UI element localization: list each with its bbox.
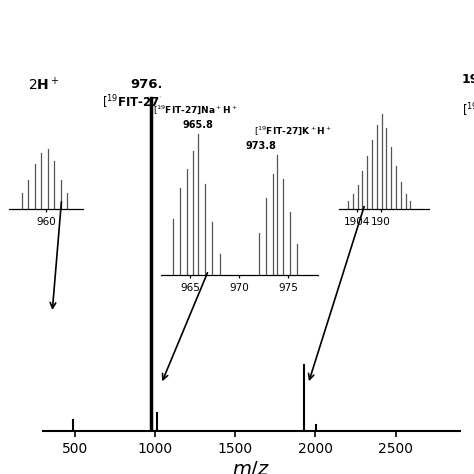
Text: $[^{19}$FIT-27]K$^+$H$^+$: $[^{19}$FIT-27]K$^+$H$^+$ (254, 125, 332, 137)
Text: 965.8: 965.8 (183, 120, 214, 130)
Text: 19: 19 (462, 73, 474, 86)
X-axis label: $m/z$: $m/z$ (232, 458, 270, 474)
Text: 973.8: 973.8 (246, 141, 276, 151)
Text: 976.8: 976.8 (130, 78, 172, 91)
Text: $[^{19}$FIT: $[^{19}$FIT (462, 102, 474, 119)
Text: $[^{19}$FIT-27]Na$^+$H$^+$: $[^{19}$FIT-27]Na$^+$H$^+$ (153, 103, 238, 116)
Text: 1930.6: 1930.6 (216, 228, 267, 241)
Text: $2$H$^+$: $2$H$^+$ (28, 76, 60, 94)
Text: $[^{19}$FIT-27]2Na$^+$: $[^{19}$FIT-27]2Na$^+$ (102, 93, 201, 111)
Text: $[^{19}$FIT-27]Na$^+$: $[^{19}$FIT-27]Na$^+$ (197, 247, 287, 264)
